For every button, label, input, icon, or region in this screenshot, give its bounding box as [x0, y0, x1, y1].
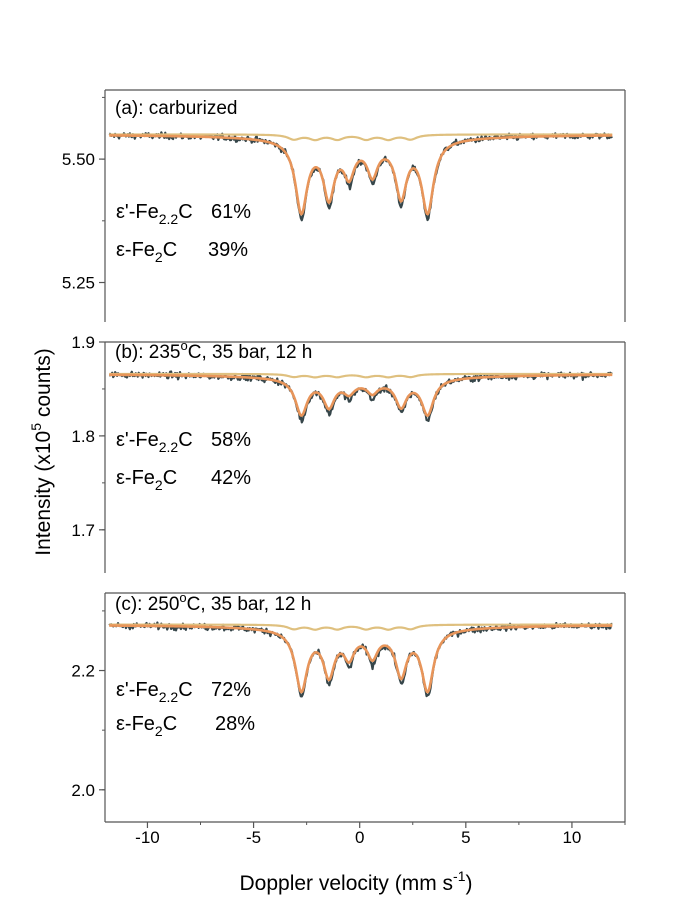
fit-total-series [109, 624, 613, 694]
x-tick-label: -5 [246, 828, 261, 847]
x-axis-title: Doppler velocity (mm s-1) [239, 868, 472, 895]
panel-c-comp-1: ε'-Fe2.2C 72% [116, 679, 251, 705]
panel-b-label-tail: C, 35 bar, 12 h [188, 342, 313, 363]
y-tick-label: 2.0 [71, 781, 95, 800]
comp-post: C [163, 467, 177, 489]
x-tick-labels: -10 -5 0 5 10 [135, 828, 581, 847]
comp-sub: 2 [155, 477, 163, 493]
x-axis-title-text: Doppler velocity (mm s [239, 872, 453, 895]
comp-sub: 2.2 [159, 211, 179, 227]
fit-component-series [109, 372, 613, 379]
y-tick-label: 1.8 [71, 427, 95, 446]
panel-c-label-sup: o [179, 590, 186, 605]
panel-b-label-sup: o [180, 338, 187, 353]
panel-c-label: (c): 250oC, 35 bar, 12 h [115, 590, 311, 615]
comp-pct: 28% [215, 713, 255, 735]
comp-pre: ε-Fe [116, 467, 155, 489]
panel-texts: (a): carburized (b): 235oC, 35 bar, 12 h… [115, 98, 312, 739]
x-axis-title-close: ) [466, 872, 473, 895]
x-axis-title-sup: -1 [453, 868, 466, 884]
y-tick-label: 1.7 [71, 521, 95, 540]
comp-post: C [178, 429, 192, 451]
x-tick-label: 0 [355, 828, 364, 847]
panel-b-label-text: (b): 235 [115, 342, 180, 363]
fit-component-series [109, 133, 613, 142]
data-series [109, 370, 613, 424]
comp-pct: 39% [208, 239, 248, 261]
fit-total-series [109, 134, 613, 216]
comp-pre: ε-Fe [116, 239, 155, 261]
y-axis-title: Intensity (x105 counts) [28, 348, 55, 555]
comp-sub: 2.2 [159, 689, 179, 705]
panel-a: 5.25 5.50 [62, 89, 626, 322]
y-axis-title-sup: 5 [28, 423, 44, 431]
y-tick-label: 5.25 [62, 274, 95, 293]
panel-c-label-tail: C, 35 bar, 12 h [187, 594, 312, 615]
comp-pct: 72% [211, 679, 251, 701]
comp-pre: ε'-Fe [116, 679, 159, 701]
panel-a-comp-1: ε'-Fe2.2C 61% [116, 201, 251, 227]
comp-pre: ε'-Fe [116, 429, 159, 451]
comp-pct: 58% [211, 429, 251, 451]
y-axis-title-text: Intensity (x10 [32, 431, 55, 556]
comp-post: C [163, 713, 177, 735]
fit-component-series [109, 623, 613, 631]
y-tick-label: 2.2 [71, 662, 95, 681]
x-tick-label: 5 [461, 828, 470, 847]
comp-post: C [178, 201, 192, 223]
y-tick-label: 5.50 [62, 150, 95, 169]
comp-sub: 2.2 [159, 439, 179, 455]
panel-a-comp-2: ε-Fe2C 39% [116, 239, 248, 265]
panel-c: 2.0 2.2 [71, 592, 626, 828]
comp-pre: ε-Fe [116, 713, 155, 735]
comp-pct: 42% [211, 467, 251, 489]
comp-sub: 2 [155, 723, 163, 739]
panel-b-comp-1: ε'-Fe2.2C 58% [116, 429, 251, 455]
comp-post: C [163, 239, 177, 261]
y-tick-label: 1.9 [71, 333, 95, 352]
panel-c-label-text: (c): 250 [115, 594, 179, 615]
comp-sub: 2 [155, 249, 163, 265]
panel-c-comp-2: ε-Fe2C 28% [116, 713, 255, 739]
fit-total-series [109, 373, 613, 418]
panel-b-label: (b): 235oC, 35 bar, 12 h [115, 338, 312, 363]
comp-post: C [178, 679, 192, 701]
panel-a-label: (a): carburized [115, 98, 238, 119]
x-tick-label: -10 [135, 828, 160, 847]
x-tick-label: 10 [562, 828, 581, 847]
comp-pre: ε'-Fe [116, 201, 159, 223]
y-axis-title-tail: counts) [32, 348, 55, 423]
panel-b: 1.7 1.8 1.9 [71, 333, 626, 573]
panel-b-comp-2: ε-Fe2C 42% [116, 467, 251, 493]
comp-pct: 61% [211, 201, 251, 223]
panels-group: 5.25 5.50 1.7 1.8 1.9 2.0 2.2 [62, 89, 626, 828]
